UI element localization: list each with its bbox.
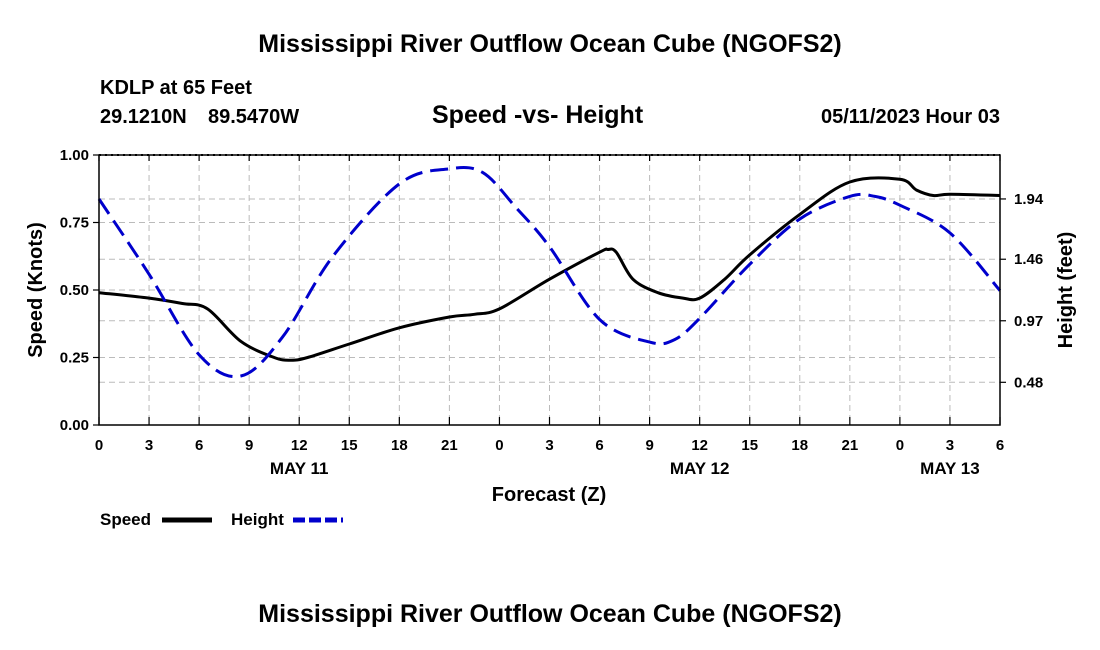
y-tick-label: 1.00 [60, 147, 89, 164]
y2-tick-label: 0.48 [1014, 374, 1043, 391]
x-tick-label: 6 [195, 437, 203, 454]
ticks: 0 3 6 9 12 15 18 21 0 3 6 9 12 15 18 21 0 3 6 0.00 0.25 0.50 0… [60, 147, 1044, 478]
x-tick-label: 12 [291, 437, 308, 454]
x-tick-label: 3 [946, 437, 954, 454]
date-label: MAY 12 [670, 459, 730, 478]
chart-subtitle: Speed -vs- Height [432, 101, 644, 129]
x-tick-label: 21 [441, 437, 458, 454]
y-tick-label: 0.75 [60, 215, 89, 232]
y-tick-label: 0.00 [60, 417, 89, 434]
x-axis-label: Forecast (Z) [492, 484, 606, 506]
y-tick-label: 0.50 [60, 282, 89, 299]
series-line-height [97, 165, 1002, 379]
y2-tick-label: 1.46 [1014, 251, 1043, 268]
x-tick-label: 3 [545, 437, 553, 454]
x-tick-label: 18 [391, 437, 408, 454]
y2-tick-label: 0.97 [1014, 313, 1043, 330]
x-tick-label: 15 [341, 437, 358, 454]
y-axis-label: Speed (Knots) [25, 222, 47, 358]
y-tick-label: 0.25 [60, 350, 89, 367]
series-line-speed [98, 176, 1001, 362]
legend-speed-label: Speed [100, 510, 152, 529]
date-label: MAY 11 [270, 459, 329, 478]
y2-axis-label: Height (feet) [1055, 232, 1077, 349]
datetime-label: 05/11/2023 Hour 03 [820, 106, 1000, 128]
x-tick-label: 3 [145, 437, 153, 454]
series-layer [97, 165, 1002, 379]
x-tick-label: 0 [495, 437, 503, 454]
x-tick-label: 9 [245, 437, 253, 454]
x-tick-label: 21 [841, 437, 858, 454]
date-label: MAY 13 [920, 459, 980, 478]
y2-tick-label: 1.94 [1014, 191, 1044, 208]
x-tick-label: 9 [645, 437, 653, 454]
latitude-label: 29.1210N [100, 106, 187, 128]
legend-height-label: Height [231, 510, 284, 529]
footer-title: Mississippi River Outflow Ocean Cube (NG… [258, 600, 842, 628]
x-tick-label: 18 [791, 437, 808, 454]
grid [99, 155, 1000, 425]
x-tick-label: 6 [595, 437, 603, 454]
page-title: Mississippi River Outflow Ocean Cube (NG… [258, 30, 842, 58]
longitude-label: 89.5470W [208, 106, 300, 128]
x-tick-label: 6 [996, 437, 1004, 454]
x-tick-label: 0 [95, 437, 103, 454]
x-tick-label: 15 [741, 437, 758, 454]
x-tick-label: 12 [691, 437, 708, 454]
station-label: KDLP at 65 Feet [100, 77, 252, 99]
x-tick-label: 0 [896, 437, 904, 454]
